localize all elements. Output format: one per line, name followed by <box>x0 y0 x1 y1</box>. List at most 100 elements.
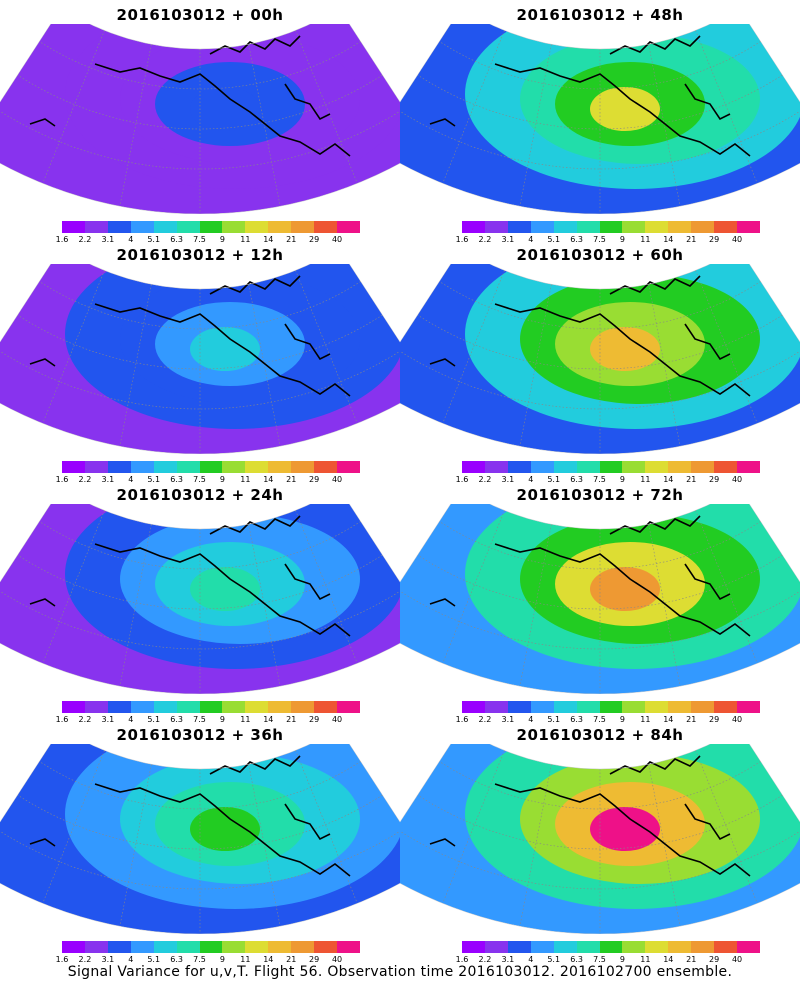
colorbar-tick-label: 4 <box>528 235 534 244</box>
colorbar-swatch <box>530 461 554 473</box>
colorbar-swatch <box>668 221 692 233</box>
colorbar-labels: 1.6 2.2 3.1 4 5.1 6.3 7.5 9 11 14 21 29 40 <box>456 955 760 967</box>
map-boundary <box>400 504 800 694</box>
colorbar-tick-label: 3.1 <box>501 955 515 964</box>
variance-map <box>0 504 400 694</box>
colorbar-swatch <box>107 461 131 473</box>
map-panel: 2016103012 + 12h 1.6 2.2 3.1 4 5.1 6.3 7.5 9 11 14… <box>0 240 400 484</box>
colorbar-tick-label: 7.5 <box>593 475 606 484</box>
graticule-line <box>17 314 383 370</box>
colorbar-swatch <box>691 941 715 953</box>
colorbar-swatch <box>645 701 669 713</box>
colorbar-tick-label: 11 <box>640 955 651 964</box>
colorbar-swatch <box>291 461 315 473</box>
figure-caption: Signal Variance for u,v,T. Flight 56. Ob… <box>67 964 733 980</box>
colorbar-tick-label: 1.6 <box>55 475 69 484</box>
graticule-line <box>295 30 358 184</box>
colorbar-swatch <box>245 461 269 473</box>
graticule-line <box>519 284 552 447</box>
colorbar-tick-label: 14 <box>263 715 274 724</box>
colorbar-tick-label: 5.1 <box>147 955 161 964</box>
colorbar-tick-label: 1.6 <box>55 235 69 244</box>
colorbar-tick-label: 5.1 <box>547 715 561 724</box>
colorbar-swatch <box>622 941 646 953</box>
colorbar-tick-label: 3.1 <box>101 955 115 964</box>
colorbar-tick-label: 3.1 <box>501 715 515 724</box>
graticule-line <box>42 510 105 664</box>
graticule-line <box>119 44 152 207</box>
colorbar-swatch <box>507 941 531 953</box>
variance-map <box>400 264 800 454</box>
map-panel: 2016103012 + 24h 1.6 2.2 3.1 4 5.1 6.3 7.5 9 11 14… <box>0 480 400 724</box>
colorbar-tick-label: 6.3 <box>570 715 583 724</box>
graticule-line <box>119 284 152 447</box>
colorbar-tick-label: 29 <box>309 475 320 484</box>
colorbar <box>462 461 760 473</box>
colorbar-swatch <box>553 701 577 713</box>
colorbar-tick-label: 1.6 <box>55 955 69 964</box>
colorbar-swatch <box>222 221 246 233</box>
colorbar-tick-label: 29 <box>709 955 720 964</box>
panel-title: 2016103012 + 36h <box>116 726 284 744</box>
colorbar-swatch <box>484 461 508 473</box>
colorbar-tick-label: 1.6 <box>455 955 469 964</box>
colorbar-swatch <box>176 941 200 953</box>
colorbar-swatch <box>245 941 269 953</box>
colorbar-tick-label: 14 <box>263 475 274 484</box>
colorbar-tick-label: 21 <box>286 715 297 724</box>
colorbar-tick-label: 3.1 <box>501 235 515 244</box>
graticule-line <box>248 764 281 927</box>
coastline <box>429 515 751 637</box>
colorbar-swatch <box>84 941 108 953</box>
colorbar-tick-label: 2.2 <box>78 475 92 484</box>
colorbar-tick-label: 9 <box>219 235 225 244</box>
panel-title: 2016103012 + 84h <box>516 726 684 744</box>
coastline <box>29 275 351 397</box>
colorbar-tick-label: 6.3 <box>170 235 183 244</box>
colorbar-tick-label: 21 <box>286 955 297 964</box>
colorbar-swatch <box>576 221 600 233</box>
colorbar-labels: 1.6 2.2 3.1 4 5.1 6.3 7.5 9 11 14 21 29 40 <box>456 235 760 247</box>
colorbar-swatch <box>176 461 200 473</box>
colorbar <box>462 941 760 953</box>
colorbar-swatch <box>576 941 600 953</box>
colorbar-swatch <box>530 941 554 953</box>
colorbar-swatch <box>291 941 315 953</box>
colorbar-swatch <box>107 221 131 233</box>
graticule-line <box>295 510 358 664</box>
colorbar-swatch <box>337 701 360 713</box>
colorbar-swatch <box>530 221 554 233</box>
colorbar-tick-label: 9 <box>619 235 625 244</box>
colorbar <box>62 941 360 953</box>
map-boundary <box>400 24 800 214</box>
coastline <box>29 515 351 637</box>
map-panel: 2016103012 + 84h 1.6 2.2 3.1 4 5.1 6.3 7.5 9 11 14… <box>400 720 800 964</box>
colorbar <box>62 701 360 713</box>
colorbar-tick-label: 7.5 <box>193 715 206 724</box>
colorbar-tick-label: 14 <box>263 235 274 244</box>
colorbar-swatch <box>599 221 623 233</box>
colorbar-swatch <box>84 461 108 473</box>
colorbar-tick-label: 11 <box>240 715 251 724</box>
map-panel: 2016103012 + 72h 1.6 2.2 3.1 4 5.1 6.3 7.5 9 11 14… <box>400 480 800 724</box>
colorbar-swatch <box>337 461 360 473</box>
map-field-band <box>190 567 260 611</box>
colorbar-tick-label: 2.2 <box>78 955 92 964</box>
colorbar-tick-label: 29 <box>709 715 720 724</box>
colorbar-tick-label: 4 <box>528 715 534 724</box>
colorbar-tick-label: 29 <box>709 475 720 484</box>
colorbar-swatch <box>314 221 338 233</box>
colorbar-tick-label: 40 <box>331 475 343 484</box>
colorbar-tick-label: 9 <box>219 475 225 484</box>
coastline <box>429 755 751 877</box>
colorbar-swatch <box>245 221 269 233</box>
map-field-band <box>190 807 260 851</box>
colorbar-tick-label: 3.1 <box>501 475 515 484</box>
colorbar <box>462 701 760 713</box>
colorbar-tick-label: 14 <box>263 955 274 964</box>
graticule-line <box>119 524 152 687</box>
map-panel: 2016103012 + 36h 1.6 2.2 3.1 4 5.1 6.3 7.5 9 11 14… <box>0 720 400 964</box>
graticule-line <box>17 794 383 850</box>
colorbar-tick-label: 7.5 <box>593 955 606 964</box>
colorbar-labels: 1.6 2.2 3.1 4 5.1 6.3 7.5 9 11 14 21 29 40 <box>56 715 360 727</box>
